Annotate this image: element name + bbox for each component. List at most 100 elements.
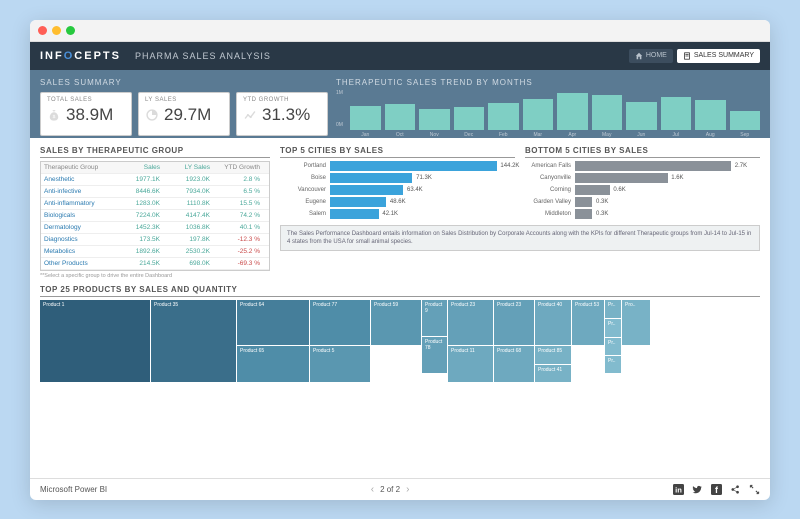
- city-bar-row[interactable]: American Falls2.7K: [525, 161, 760, 171]
- tg-row[interactable]: Anti-infective8446.6K7934.0K6.5 %: [41, 186, 269, 198]
- linkedin-icon[interactable]: in: [673, 484, 684, 495]
- trend-ylabel-max: 1M: [336, 90, 343, 96]
- city-value: 0.6K: [613, 185, 625, 195]
- brand-logo: INFOCEPTS: [40, 50, 121, 62]
- treemap-cell[interactable]: Product 78: [422, 337, 447, 373]
- trend-bar[interactable]: [488, 103, 519, 130]
- treemap-cell[interactable]: Product 64: [237, 300, 309, 345]
- window-titlebar: [30, 20, 770, 42]
- close-icon[interactable]: [38, 26, 47, 35]
- treemap[interactable]: Product 1Product 35Product 64Product 65P…: [40, 300, 760, 382]
- trend-bar[interactable]: [661, 97, 692, 129]
- facebook-icon[interactable]: f: [711, 484, 722, 495]
- city-value: 42.1K: [382, 209, 398, 219]
- city-bar-row[interactable]: Canyonville1.6K: [525, 173, 760, 183]
- treemap-cell[interactable]: Product 40: [535, 300, 571, 345]
- prev-page-icon[interactable]: ‹: [371, 484, 374, 495]
- treemap-cell[interactable]: Product 5: [310, 346, 370, 382]
- share-icon[interactable]: [730, 484, 741, 495]
- treemap-cell[interactable]: Product 11: [448, 346, 493, 382]
- trend-section: THERAPEUTIC SALES TREND BY MONTHS 1M0M J…: [336, 78, 760, 130]
- twitter-icon[interactable]: [692, 484, 703, 495]
- tg-row[interactable]: Biologicals7224.0K4147.4K74.2 %: [41, 210, 269, 222]
- row-1: SALES BY THERAPEUTIC GROUP Therapeutic G…: [40, 146, 760, 279]
- city-bar: [575, 197, 592, 207]
- brand-part2: CEPTS: [74, 50, 121, 62]
- treemap-cell[interactable]: Product 35: [151, 300, 236, 382]
- city-bar-row[interactable]: Middleton0.3K: [525, 209, 760, 219]
- svg-text:f: f: [715, 484, 718, 494]
- main-area: SALES BY THERAPEUTIC GROUP Therapeutic G…: [30, 138, 770, 390]
- treemap-cell[interactable]: Product 1: [40, 300, 150, 382]
- city-value: 1.6K: [671, 173, 683, 183]
- trend-bar[interactable]: [730, 111, 761, 130]
- tg-title: SALES BY THERAPEUTIC GROUP: [40, 146, 270, 158]
- treemap-cell[interactable]: Product 77: [310, 300, 370, 345]
- maximize-icon[interactable]: [66, 26, 75, 35]
- city-label: Vancouver: [280, 187, 330, 193]
- treemap-cell[interactable]: Product 53: [572, 300, 604, 345]
- therapeutic-group-panel: SALES BY THERAPEUTIC GROUP Therapeutic G…: [40, 146, 270, 279]
- trend-bar[interactable]: [385, 104, 416, 130]
- trend-bar[interactable]: [454, 107, 485, 129]
- city-bar-row[interactable]: Portland144.2K: [280, 161, 515, 171]
- fullscreen-icon[interactable]: [749, 484, 760, 495]
- tg-row[interactable]: Anesthetic1977.1K1923.0K2.8 %: [41, 174, 269, 186]
- city-bar-row[interactable]: Boise 71.3K: [280, 173, 515, 183]
- trend-bar[interactable]: [592, 95, 623, 130]
- trend-month-label: Mar: [523, 132, 554, 138]
- tg-row[interactable]: Dermatology1452.3K1036.8K40.1 %: [41, 222, 269, 234]
- trend-bar[interactable]: [523, 99, 554, 129]
- home-label: HOME: [646, 52, 667, 59]
- trend-bar[interactable]: [626, 102, 657, 129]
- city-label: Middleton: [525, 211, 575, 217]
- treemap-cell[interactable]: Pr..: [605, 319, 621, 337]
- treemap-cell[interactable]: Product 85: [535, 346, 571, 364]
- city-bar: [330, 173, 412, 183]
- footer: Microsoft Power BI ‹ 2 of 2 › in f: [30, 478, 770, 500]
- city-bar: [575, 173, 668, 183]
- city-label: Corning: [525, 187, 575, 193]
- treemap-cell[interactable]: Product 65: [237, 346, 309, 382]
- city-value: 71.3K: [416, 173, 432, 183]
- trend-bar[interactable]: [557, 93, 588, 129]
- city-value: 2.7K: [735, 161, 747, 171]
- city-label: Eugene: [280, 199, 330, 205]
- treemap-cell[interactable]: Pr..: [605, 356, 621, 373]
- city-bar-row[interactable]: Salem42.1K: [280, 209, 515, 219]
- tg-row[interactable]: Anti-inflammatory1283.0K1110.8K15.5 %: [41, 198, 269, 210]
- treemap-cell[interactable]: Product 23: [494, 300, 534, 345]
- treemap-cell[interactable]: Product 68: [494, 346, 534, 382]
- summary-button[interactable]: SALES SUMMARY: [677, 49, 760, 63]
- minimize-icon[interactable]: [52, 26, 61, 35]
- next-page-icon[interactable]: ›: [406, 484, 409, 495]
- city-bar-row[interactable]: Vancouver 63.4K: [280, 185, 515, 195]
- treemap-cell[interactable]: Product 41: [535, 365, 571, 382]
- city-bar-row[interactable]: Corning 0.6K: [525, 185, 760, 195]
- treemap-cell[interactable]: Product 23: [448, 300, 493, 345]
- tg-note: **Select a specific group to drive the e…: [40, 273, 270, 279]
- trend-bar[interactable]: [695, 100, 726, 130]
- app-window: INFOCEPTS PHARMA SALES ANALYSIS HOME SAL…: [30, 20, 770, 500]
- city-value: 63.4K: [407, 185, 423, 195]
- treemap-cell[interactable]: Product 9: [422, 300, 447, 336]
- treemap-cell[interactable]: Pr..: [605, 300, 621, 318]
- tg-table[interactable]: Therapeutic GroupSalesLY SalesYTD Growth…: [40, 161, 270, 271]
- trend-bar[interactable]: [350, 106, 381, 130]
- trend-bar[interactable]: [419, 109, 450, 130]
- kpi-value: 38.9M: [66, 105, 113, 125]
- home-button[interactable]: HOME: [629, 49, 673, 63]
- city-bar-row[interactable]: Garden Valley0.3K: [525, 197, 760, 207]
- bot5-title: BOTTOM 5 CITIES BY SALES: [525, 146, 760, 158]
- treemap-cell[interactable]: Pr..: [605, 338, 621, 355]
- tg-row[interactable]: Metabolics1892.6K2530.2K-25.2 %: [41, 246, 269, 258]
- money-bag-icon: $: [47, 108, 61, 122]
- city-bar: [575, 209, 592, 219]
- brand-accent: O: [64, 50, 75, 62]
- city-label: Boise: [280, 175, 330, 181]
- treemap-cell[interactable]: Pro..: [622, 300, 650, 345]
- tg-row[interactable]: Diagnostics173.5K197.8K-12.3 %: [41, 234, 269, 246]
- tg-row[interactable]: Other Products214.5K698.0K-69.3 %: [41, 258, 269, 270]
- city-bar-row[interactable]: Eugene48.6K: [280, 197, 515, 207]
- treemap-cell[interactable]: Product 59: [371, 300, 421, 345]
